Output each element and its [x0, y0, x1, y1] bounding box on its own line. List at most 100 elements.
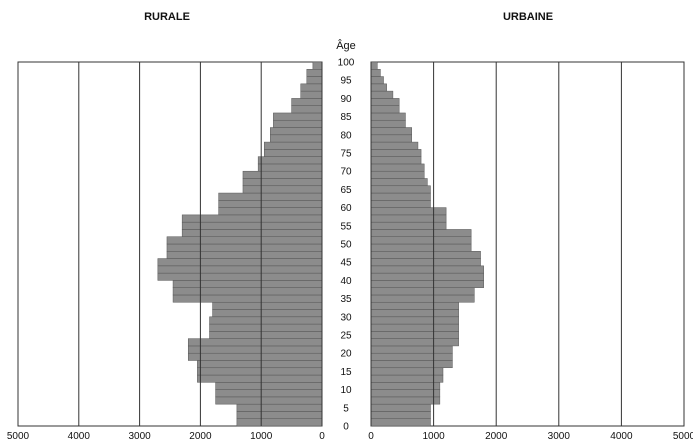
- urbaine-bar: [370, 345, 453, 354]
- rurale-bar: [263, 141, 323, 150]
- urbaine-bar: [370, 316, 459, 325]
- urbaine-bar: [370, 272, 484, 281]
- rurale-bar: [236, 418, 323, 427]
- age-tick-label: 60: [340, 203, 352, 214]
- rurale-bar: [242, 170, 323, 179]
- urbaine-bar: [370, 112, 406, 121]
- urbaine-bar: [370, 294, 475, 303]
- age-tick-label: 20: [340, 349, 352, 360]
- age-tick-label: 15: [340, 367, 352, 378]
- urbaine-bar: [370, 76, 384, 85]
- age-tick-label: 80: [340, 130, 352, 141]
- rurale-bar: [209, 323, 323, 332]
- urbaine-bar: [370, 170, 425, 179]
- age-tick-label: 0: [343, 422, 349, 433]
- rurale-bar: [166, 251, 323, 259]
- age-tick-label: 90: [340, 94, 352, 105]
- urbaine-bar: [370, 396, 441, 405]
- urbaine-bar: [370, 287, 475, 296]
- rurale-bar: [291, 98, 323, 106]
- urbaine-bar: [370, 352, 453, 361]
- rurale-bar: [197, 367, 323, 376]
- urbaine-bar: [370, 367, 444, 376]
- urbaine-bar: [370, 141, 419, 150]
- urbaine-bar: [370, 389, 441, 398]
- urbaine-bar: [370, 236, 472, 245]
- urbaine-bar: [370, 323, 459, 332]
- urbaine-bar: [370, 243, 472, 252]
- age-tick-label: 70: [340, 167, 352, 178]
- rurale-bar: [157, 265, 323, 274]
- rurale-bar: [215, 389, 323, 398]
- age-axis-title: Âge: [336, 39, 356, 52]
- urbaine-bar: [370, 301, 459, 310]
- rurale-bar: [300, 90, 323, 99]
- urbaine-bar: [370, 83, 387, 92]
- urbaine-bar: [370, 200, 431, 208]
- rurale-bar: [215, 382, 323, 390]
- age-tick-label: 65: [340, 185, 352, 196]
- age-tick-label: 75: [340, 149, 352, 160]
- urbaine-bar: [370, 360, 453, 369]
- rurale-bar: [187, 338, 323, 347]
- rurale-panel: 5000 4000 3000 2000 1000 0: [7, 61, 325, 442]
- age-tick-label: 45: [340, 258, 352, 269]
- urbaine-x-tick-label: 2000: [485, 431, 508, 442]
- urbaine-bar: [370, 338, 459, 347]
- urbaine-bar: [370, 418, 431, 427]
- urbaine-bar: [370, 178, 428, 187]
- urbaine-bar: [370, 98, 400, 106]
- age-tick-label: 50: [340, 240, 352, 251]
- rurale-bar: [218, 200, 323, 208]
- rurale-bar: [236, 411, 323, 419]
- age-axis: 1009590858075706560555045403530252015105…: [338, 58, 355, 433]
- urbaine-bar: [370, 309, 459, 318]
- age-tick-label: 10: [340, 385, 352, 396]
- urbaine-bar: [370, 163, 425, 172]
- rurale-bar: [236, 403, 323, 412]
- urbaine-bar: [370, 411, 431, 419]
- age-tick-label: 5: [343, 403, 349, 414]
- rurale-x-tick-label: 2000: [189, 431, 212, 442]
- rurale-bar: [172, 294, 323, 303]
- rurale-bar: [181, 221, 323, 230]
- rurale-bar: [291, 105, 323, 114]
- rurale-bar: [257, 163, 323, 172]
- rurale-bar: [197, 374, 323, 383]
- urbaine-bar: [370, 90, 394, 99]
- urbaine-bar: [370, 229, 472, 237]
- urbaine-bar: [370, 403, 431, 412]
- rurale-bar: [257, 156, 323, 165]
- age-tick-label: 100: [338, 58, 355, 69]
- rurale-bar: [218, 192, 323, 201]
- urbaine-bar: [370, 192, 431, 201]
- rurale-bar: [273, 112, 323, 121]
- urbaine-bar: [370, 251, 481, 259]
- urbaine-bar: [370, 185, 431, 194]
- age-tick-label: 40: [340, 276, 352, 287]
- rurale-bar: [263, 149, 323, 157]
- rurale-x-tick-label: 3000: [128, 431, 151, 442]
- rurale-title: RURALE: [144, 11, 190, 23]
- rurale-bar: [273, 119, 323, 128]
- urbaine-bar: [370, 156, 422, 165]
- urbaine-bar: [370, 69, 381, 77]
- age-tick-label: 95: [340, 76, 352, 87]
- rurale-bar: [312, 61, 323, 70]
- rurale-bar: [157, 272, 323, 281]
- rurale-bar: [187, 345, 323, 354]
- urbaine-bar: [370, 280, 484, 288]
- urbaine-x-tick-label: 3000: [548, 431, 571, 442]
- rurale-bar: [197, 360, 323, 369]
- rurale-bar: [215, 396, 323, 405]
- rurale-x-tick-label: 4000: [68, 431, 91, 442]
- urbaine-bar: [370, 61, 378, 70]
- urbaine-bar: [370, 134, 412, 143]
- urbaine-bar: [370, 374, 444, 383]
- rurale-bar: [181, 229, 323, 237]
- rurale-x-tick-label: 1000: [250, 431, 273, 442]
- urbaine-x-tick-label: 4000: [610, 431, 633, 442]
- urbaine-title: URBAINE: [503, 11, 553, 23]
- urbaine-bar: [370, 105, 400, 114]
